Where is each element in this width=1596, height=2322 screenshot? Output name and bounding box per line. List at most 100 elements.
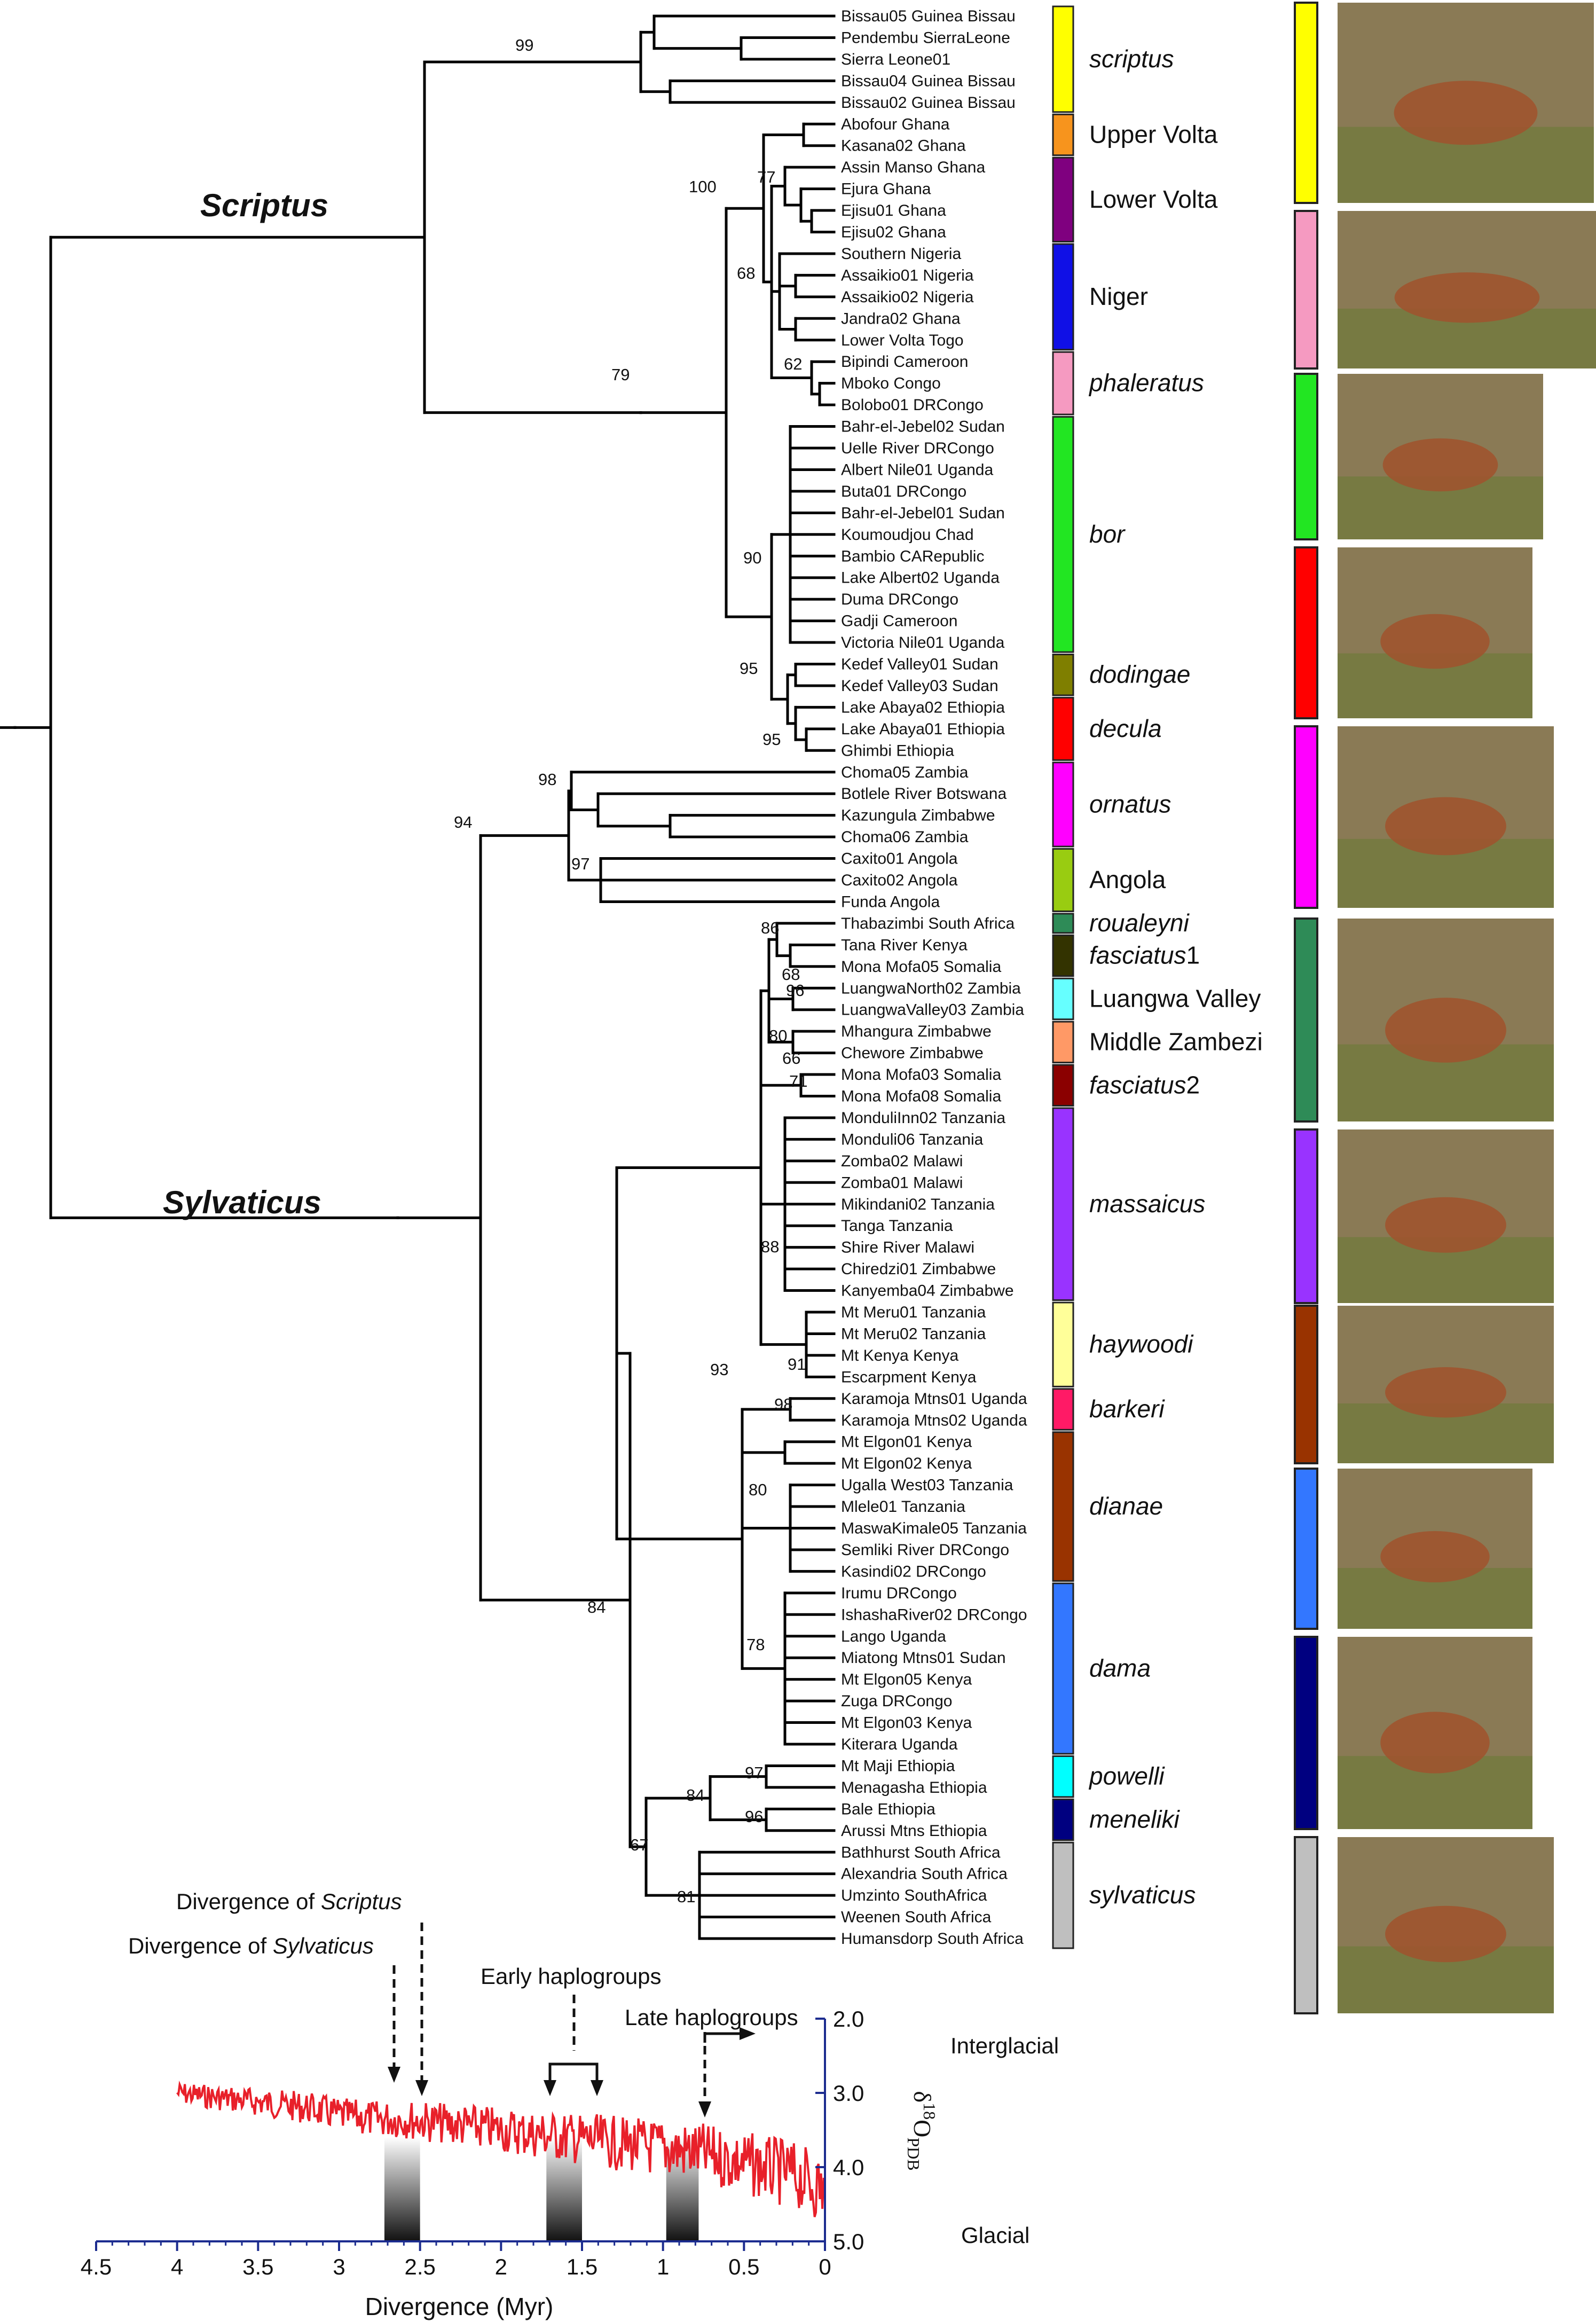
tip-label: Umzinto SouthAfrica: [841, 1887, 987, 1904]
tip-label: Thabazimbi South Africa: [841, 915, 1015, 932]
photo-color-strip: [1294, 1305, 1318, 1464]
tip-label: Buta01 DRCongo: [841, 483, 966, 500]
bootstrap-value: 97: [571, 854, 589, 873]
photo-color-strip: [1294, 725, 1318, 909]
y-axis-ticks: 2.0 3.0 4.0 5.0: [815, 2006, 864, 2254]
tip-label: Bipindi Cameroon: [841, 353, 968, 371]
photo-color-strip: [1294, 917, 1318, 1123]
subspecies-photos: [1294, 2, 1596, 2014]
haplogroup-bar: [1052, 696, 1074, 761]
haplogroup-label: decula: [1089, 715, 1162, 742]
tip-label: Bale Ethiopia: [841, 1800, 935, 1818]
photo-animal-silhouette: [1380, 1531, 1490, 1582]
d18o-series-line: [176, 2080, 825, 2217]
tip-label: Lango Uganda: [841, 1628, 946, 1645]
tip-label: Shire River Malawi: [841, 1239, 974, 1257]
tip-label: Menagasha Ethiopia: [841, 1779, 987, 1797]
tip-label: Tana River Kenya: [841, 936, 968, 954]
y-tick-label: 3.0: [833, 2081, 864, 2106]
haplogroup-bar: [1052, 1582, 1074, 1755]
photo-animal-silhouette: [1382, 438, 1498, 492]
tip-label: Choma05 Zambia: [841, 764, 969, 781]
photo-color-strip: [1294, 2, 1318, 204]
haplogroup-bar: [1052, 762, 1074, 848]
tip-label: Southern Nigeria: [841, 245, 961, 263]
tip-label: Karamoja Mtns01 Uganda: [841, 1390, 1027, 1408]
tip-label: Bathhurst South Africa: [841, 1844, 1001, 1861]
bootstrap-value: 95: [762, 730, 781, 749]
bootstrap-values: 9910077686279909595989497866896806671889…: [454, 36, 807, 1906]
tip-label: Kedef Valley01 Sudan: [841, 656, 999, 673]
tip-label: Victoria Nile01 Uganda: [841, 634, 1005, 652]
tip-label: Sierra Leone01: [841, 51, 950, 68]
tip-label: Chiredzi01 Zimbabwe: [841, 1260, 996, 1278]
tip-label: Botlele River Botswana: [841, 785, 1007, 803]
tip-label: IshashaRiver02 DRCongo: [841, 1606, 1027, 1623]
annotation-divergence-sylvaticus: Divergence of Sylvaticus: [128, 1933, 374, 1958]
tip-label: Mt Elgon05 Kenya: [841, 1671, 972, 1689]
tip-label: Bahr-el-Jebel01 Sudan: [841, 504, 1005, 522]
haplogroup-label: phaleratus: [1088, 369, 1204, 397]
tip-label: Gadji Cameroon: [841, 613, 957, 630]
tip-label: Bissau04 Guinea Bissau: [841, 72, 1016, 90]
x-tick-label: 4: [171, 2254, 183, 2279]
bootstrap-value: 68: [737, 264, 755, 283]
photo-animal-silhouette: [1394, 81, 1538, 145]
tip-label: Lake Abaya01 Ethiopia: [841, 720, 1005, 738]
haplogroup-label: Luangwa Valley: [1089, 984, 1261, 1012]
bootstrap-value: 88: [761, 1237, 779, 1256]
tip-label: Jandra02 Ghana: [841, 310, 961, 327]
bootstrap-value: 68: [782, 965, 800, 984]
haplogroup-label: fasciatus1: [1089, 942, 1200, 969]
x-tick-label: 4.5: [81, 2254, 112, 2279]
tip-label: Ejisu02 Ghana: [841, 224, 946, 241]
tip-label: Assin Manso Ghana: [841, 159, 985, 176]
haplogroup-label: barkeri: [1089, 1395, 1165, 1423]
tip-label: Chewore Zimbabwe: [841, 1045, 984, 1062]
tip-label: Kasindi02 DRCongo: [841, 1563, 986, 1580]
photo-color-strip: [1294, 546, 1318, 719]
x-tick-label: 0: [819, 2254, 831, 2279]
bootstrap-value: 93: [710, 1360, 728, 1379]
x-axis-title: Divergence (Myr): [365, 2293, 554, 2320]
tip-label: Karamoja Mtns02 Uganda: [841, 1411, 1027, 1429]
photo-animal-silhouette: [1385, 797, 1506, 856]
bootstrap-value: 79: [611, 365, 630, 384]
photo-color-strip: [1294, 373, 1318, 540]
photo-color-strip: [1294, 1836, 1318, 2014]
tip-label: Abofour Ghana: [841, 115, 950, 133]
haplogroup-label: roualeyni: [1089, 909, 1190, 937]
haplogroup-bar: [1052, 1064, 1074, 1107]
svg-text:δ18OPDB: δ18OPDB: [904, 2091, 939, 2170]
haplogroup-label: powelli: [1088, 1762, 1165, 1790]
bootstrap-value: 96: [786, 981, 804, 1000]
haplogroup-bar: [1052, 1431, 1074, 1582]
x-tick-label: 1.5: [567, 2254, 597, 2279]
tip-label: Kedef Valley03 Sudan: [841, 677, 999, 695]
tip-label: Humansdorp South Africa: [841, 1930, 1024, 1948]
bootstrap-value: 97: [745, 1763, 763, 1782]
tip-label: Mt Meru01 Tanzania: [841, 1304, 986, 1321]
photo-animal-silhouette: [1394, 272, 1540, 323]
x-tick-label: 0.5: [728, 2254, 759, 2279]
tip-label: Ugalla West03 Tanzania: [841, 1477, 1013, 1494]
haplogroup-bar: [1052, 654, 1074, 696]
haplogroup-bar: [1052, 1798, 1074, 1841]
arrow-heads: [388, 2027, 756, 2117]
photo-animal-silhouette: [1385, 998, 1506, 1063]
haplogroup-bar: [1052, 1755, 1074, 1798]
haplogroup-bar: [1052, 913, 1074, 934]
haplogroup-label: fasciatus2: [1089, 1071, 1200, 1099]
tip-label: Alexandria South Africa: [841, 1865, 1008, 1883]
bootstrap-value: 71: [789, 1072, 807, 1091]
x-tick-label: 1: [657, 2254, 669, 2279]
haplogroup-label: Niger: [1089, 283, 1148, 310]
haplogroup-bar: [1052, 5, 1074, 113]
photo-animal-silhouette: [1380, 614, 1490, 669]
haplogroup-label: Middle Zambezi: [1089, 1027, 1263, 1055]
bootstrap-value: 98: [538, 770, 556, 789]
tip-label: Bissau02 Guinea Bissau: [841, 94, 1016, 112]
tip-label: Assaikio01 Nigeria: [841, 266, 974, 284]
bootstrap-value: 78: [746, 1635, 765, 1654]
haplogroup-bar: [1052, 848, 1074, 912]
